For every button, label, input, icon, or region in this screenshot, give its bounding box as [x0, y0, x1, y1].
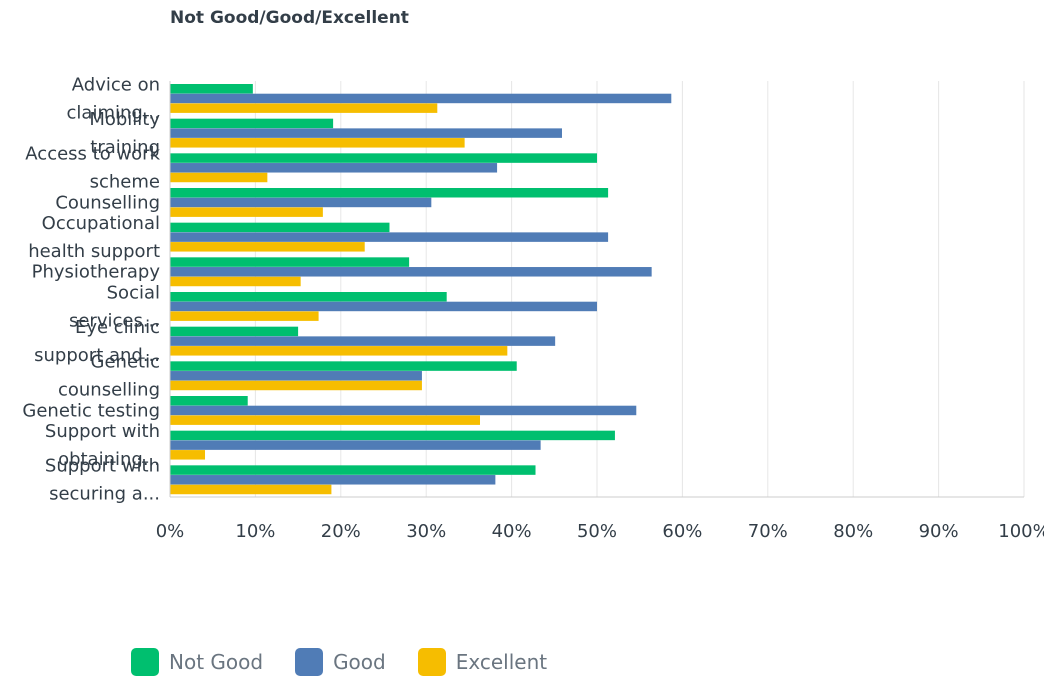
- bar-good[interactable]: [170, 475, 496, 485]
- bar-excellent[interactable]: [170, 450, 206, 460]
- bar-excellent[interactable]: [170, 172, 268, 183]
- bar-not-good[interactable]: [170, 465, 536, 475]
- grid-lines: [254, 81, 1025, 497]
- legend-swatch-good: [295, 648, 324, 676]
- chart-title: Not Good/Good/Excellent: [170, 8, 409, 28]
- legend-item-not-good[interactable]: Not Good: [131, 648, 263, 676]
- axes: [169, 81, 1024, 498]
- bar-not-good[interactable]: [170, 84, 253, 94]
- bar-excellent[interactable]: [170, 484, 332, 495]
- x-tick-label: 40%: [492, 521, 532, 542]
- x-tick-labels: 0% 10% 20% 30% 40% 50% 60% 70% 80% 90% 100%: [156, 521, 1044, 542]
- bar-good[interactable]: [170, 93, 672, 104]
- bars: [170, 84, 672, 495]
- category-label: Advice on claiming...: [67, 74, 160, 123]
- legend-swatch-excellent: [417, 648, 446, 676]
- bar-excellent[interactable]: [170, 415, 481, 425]
- category-label: Genetic testing: [22, 400, 160, 421]
- bar-good[interactable]: [170, 128, 562, 138]
- bar-good[interactable]: [170, 371, 422, 381]
- x-tick-label: 10%: [235, 521, 275, 542]
- bar-good[interactable]: [170, 197, 432, 208]
- x-tick-label: 80%: [833, 521, 873, 542]
- bar-not-good[interactable]: [170, 222, 390, 233]
- bar-good[interactable]: [170, 232, 609, 242]
- x-tick-label: 100%: [998, 521, 1044, 542]
- category-label: Support with obtaining...: [45, 421, 160, 470]
- x-tick-label: 50%: [577, 521, 617, 542]
- bar-not-good[interactable]: [170, 292, 447, 302]
- bar-not-good[interactable]: [170, 430, 615, 441]
- category-labels: Advice on claiming...Mobility trainingAcce…: [22, 74, 160, 504]
- x-tick-label: 20%: [321, 521, 361, 542]
- x-tick-label: 90%: [919, 521, 959, 542]
- legend-label-not-good: Not Good: [169, 650, 264, 674]
- x-tick-label: 0%: [156, 521, 185, 542]
- bar-excellent[interactable]: [170, 242, 365, 252]
- category-label: Eye clinic support and...: [34, 317, 160, 366]
- bar-not-good[interactable]: [170, 153, 597, 163]
- bar-good[interactable]: [170, 336, 556, 346]
- legend-item-good[interactable]: Good: [295, 648, 386, 676]
- bar-not-good[interactable]: [170, 396, 248, 406]
- bar-not-good[interactable]: [170, 326, 299, 337]
- category-label: Social services...: [69, 282, 160, 331]
- bar-good[interactable]: [170, 163, 498, 173]
- bar-good[interactable]: [170, 267, 652, 277]
- bar-excellent[interactable]: [170, 103, 438, 113]
- bar-good[interactable]: [170, 405, 637, 416]
- bar-chart: Advice on claiming...Mobility trainingAcce…: [22, 74, 1044, 542]
- legend-label-excellent: Excellent: [455, 650, 548, 674]
- bar-excellent[interactable]: [170, 276, 301, 287]
- category-label: Support with securing a...: [45, 456, 160, 505]
- legend: Not Good Good Excellent: [131, 648, 579, 676]
- category-label: Mobility training: [89, 109, 160, 158]
- bar-excellent[interactable]: [170, 311, 319, 321]
- bar-excellent[interactable]: [170, 138, 465, 148]
- bar-excellent[interactable]: [170, 380, 422, 391]
- bar-not-good[interactable]: [170, 257, 410, 267]
- legend-label-good: Good: [333, 650, 386, 674]
- legend-item-excellent[interactable]: Excellent: [417, 648, 548, 676]
- x-tick-label: 60%: [662, 521, 702, 542]
- category-label: Counselling: [55, 192, 160, 213]
- x-tick-label: 70%: [748, 521, 788, 542]
- bar-not-good[interactable]: [170, 361, 517, 371]
- x-tick-label: 30%: [406, 521, 446, 542]
- category-label: Physiotherapy: [32, 262, 161, 283]
- bar-good[interactable]: [170, 440, 541, 450]
- bar-excellent[interactable]: [170, 346, 508, 356]
- legend-swatch-not-good: [131, 648, 159, 676]
- bar-good[interactable]: [170, 301, 597, 312]
- bar-not-good[interactable]: [170, 188, 609, 198]
- category-label: Access to work scheme: [25, 144, 160, 193]
- category-label: Genetic counselling: [58, 352, 160, 401]
- bar-excellent[interactable]: [170, 207, 323, 217]
- category-label: Occupational health support: [28, 213, 160, 262]
- bar-not-good[interactable]: [170, 118, 334, 129]
